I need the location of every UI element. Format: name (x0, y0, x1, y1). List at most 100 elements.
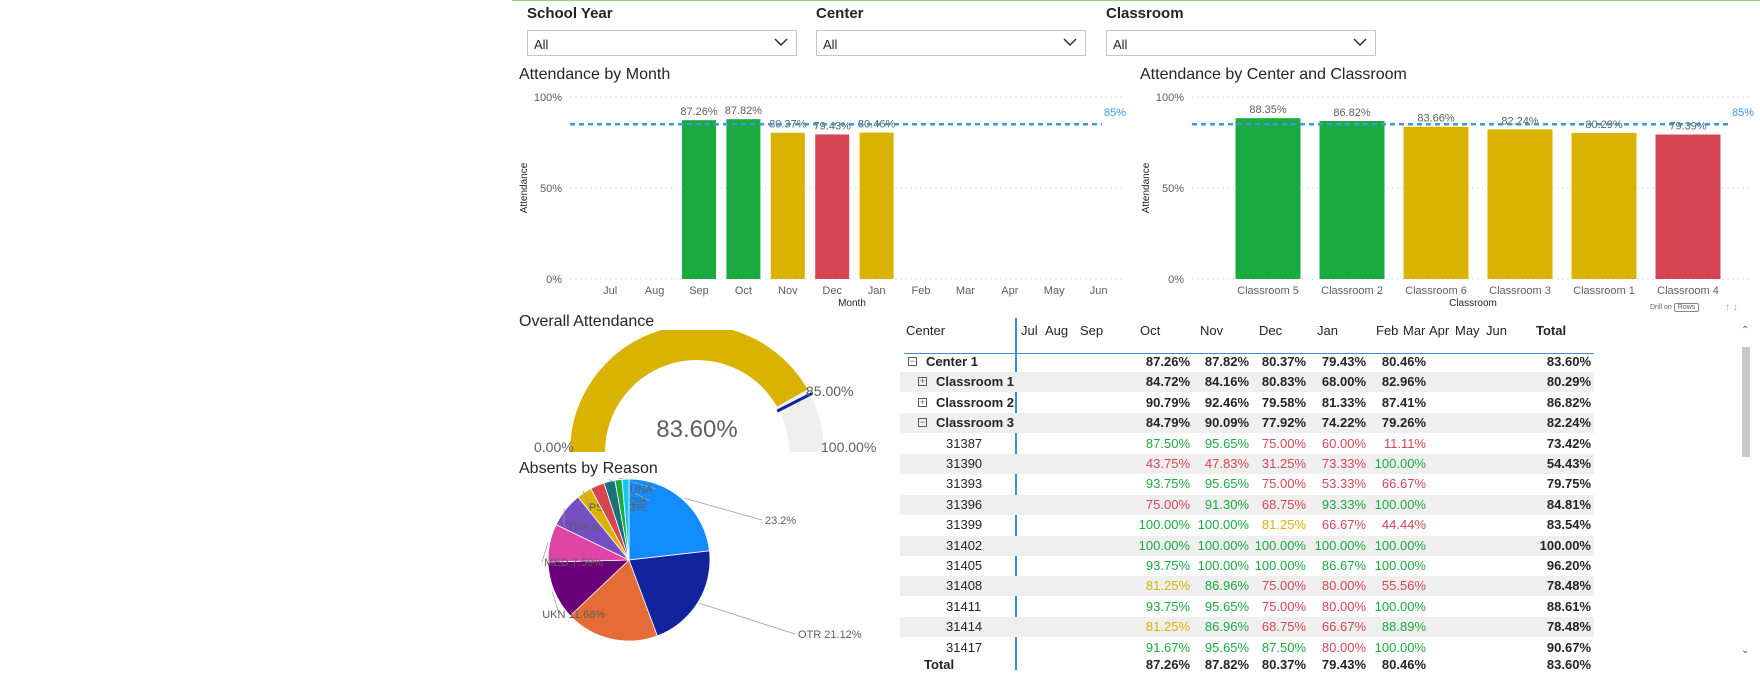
matrix-cell: 77.92% (1262, 413, 1306, 433)
bar[interactable] (682, 120, 716, 279)
matrix-cell: 82.24% (1547, 413, 1591, 433)
chevron-down-icon (1353, 37, 1367, 47)
matrix-cell: 100.00% (1375, 454, 1426, 474)
data-label: 86.82% (1333, 107, 1371, 119)
matrix-cell: 79.75% (1547, 474, 1591, 494)
bar[interactable] (1320, 121, 1385, 279)
matrix-cell: 75.00% (1146, 495, 1190, 515)
matrix-cell: 68.75% (1262, 495, 1306, 515)
column-header[interactable]: Nov (1200, 318, 1223, 346)
sort-icons[interactable]: ↑ ↓ (1725, 302, 1738, 313)
x-tick-label: Classroom 3 (1489, 285, 1551, 297)
collapse-icon[interactable]: − (918, 418, 927, 427)
y-tick-label: 100% (1156, 92, 1184, 104)
bar[interactable] (1488, 129, 1553, 279)
matrix-cell: 100.00% (1198, 536, 1249, 556)
matrix-cell: 79.43% (1322, 352, 1366, 372)
x-tick-label: Jul (603, 285, 617, 297)
y-tick-label: 50% (1162, 183, 1184, 195)
column-header[interactable]: Aug (1045, 318, 1068, 346)
target-label: 85% (1104, 107, 1126, 119)
column-header[interactable]: Apr (1429, 318, 1449, 346)
bar[interactable] (1572, 133, 1637, 279)
y-axis-label: Attendance (1141, 162, 1152, 213)
school-year-value: All (534, 37, 548, 52)
column-header[interactable]: Jul (1021, 318, 1038, 346)
classroom-dropdown[interactable]: All (1106, 30, 1376, 56)
arrow-down-icon[interactable]: ↓ (1733, 302, 1738, 313)
column-header[interactable]: Sep (1080, 318, 1103, 346)
scroll-up-icon[interactable]: ⌃ (1741, 325, 1749, 336)
column-header[interactable]: Jan (1317, 318, 1338, 346)
column-header[interactable]: Oct (1140, 318, 1160, 346)
bar[interactable] (815, 134, 849, 279)
matrix-cell: 81.25% (1262, 515, 1306, 535)
bar[interactable] (726, 119, 760, 279)
matrix-cell: 86.82% (1547, 393, 1591, 413)
matrix-cell: 96.20% (1547, 556, 1591, 576)
matrix-scrollbar[interactable]: ⌃ ⌄ (1740, 325, 1752, 670)
column-header[interactable]: Dec (1259, 318, 1282, 346)
column-header[interactable]: Total (1536, 318, 1566, 346)
center-dropdown[interactable]: All (816, 30, 1086, 56)
matrix-cell: 87.26% (1146, 655, 1190, 675)
arrow-up-icon[interactable]: ↑ (1725, 302, 1730, 313)
matrix-cell: 55.56% (1382, 576, 1426, 596)
matrix-cell: 86.67% (1322, 556, 1366, 576)
matrix-cell: 100.00% (1315, 536, 1366, 556)
row-label: Center 1 (926, 352, 978, 372)
x-tick-label: Feb (912, 285, 931, 297)
column-header[interactable]: Feb (1376, 318, 1398, 346)
x-tick-label: Aug (645, 285, 665, 297)
school-year-dropdown[interactable]: All (527, 30, 797, 56)
row-label: 31402 (946, 536, 982, 556)
matrix-cell: 100.00% (1139, 515, 1190, 535)
pie-label: UKN 11.68% (542, 609, 605, 621)
matrix-cell: 80.37% (1262, 655, 1306, 675)
bar[interactable] (1404, 127, 1469, 279)
bar[interactable] (771, 133, 805, 279)
collapse-icon[interactable]: − (908, 357, 917, 366)
expand-icon[interactable]: + (918, 377, 927, 386)
drill-select[interactable]: Rows (1674, 303, 1700, 312)
matrix-cell: 87.82% (1205, 655, 1249, 675)
bar[interactable] (860, 133, 894, 279)
matrix-cell: 100.00% (1375, 597, 1426, 617)
column-header[interactable]: Center (906, 318, 945, 346)
center-value: All (823, 37, 837, 52)
column-header[interactable]: Jun (1486, 318, 1507, 346)
bar[interactable] (1236, 118, 1301, 279)
matrix-cell: 80.29% (1547, 372, 1591, 392)
bar[interactable] (1656, 135, 1721, 279)
row-label: 31405 (946, 556, 982, 576)
scroll-down-icon[interactable]: ⌄ (1741, 645, 1749, 656)
matrix-cell: 100.00% (1375, 536, 1426, 556)
column-header[interactable]: Mar (1403, 318, 1425, 346)
pie-label: MED 7.59% (544, 557, 603, 569)
x-tick-label: Classroom 1 (1573, 285, 1635, 297)
column-header[interactable]: May (1455, 318, 1480, 346)
expand-icon[interactable]: + (918, 398, 927, 407)
scroll-thumb[interactable] (1742, 347, 1750, 457)
pie-label: UNA (630, 484, 654, 496)
matrix-cell: 84.81% (1547, 495, 1591, 515)
data-label: 88.35% (1249, 104, 1287, 116)
